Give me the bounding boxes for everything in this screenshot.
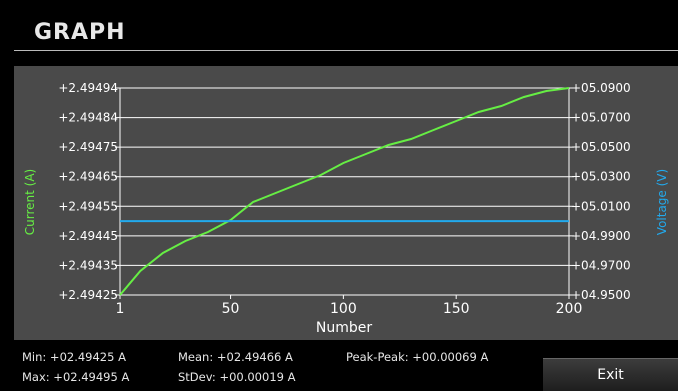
x-tick-label: 50 xyxy=(222,301,240,317)
y-left-tick-label: +2.49445 xyxy=(58,229,118,243)
stat-stdev: StDev: +00.00019 A xyxy=(178,370,296,384)
plot-panel xyxy=(14,66,678,340)
x-tick-label: 200 xyxy=(556,301,583,317)
y-right-tick-label: +04.9500 xyxy=(571,288,631,302)
x-tick-label: 150 xyxy=(443,301,470,317)
y-right-tick-label: +04.9700 xyxy=(571,258,631,272)
y-right-tick-label: +05.0900 xyxy=(571,81,631,95)
stat-mean: Mean: +02.49466 A xyxy=(178,350,293,364)
y-left-tick-label: +2.49475 xyxy=(58,140,118,154)
stat-max: Max: +02.49495 A xyxy=(22,370,130,384)
y-right-tick-label: +05.0500 xyxy=(571,140,631,154)
y-left-tick-label: +2.49484 xyxy=(58,111,118,125)
current-series-line xyxy=(119,87,570,296)
y-right-tick-label: +05.0300 xyxy=(571,170,631,184)
x-tick-label: 1 xyxy=(116,301,125,317)
page-title: GRAPH xyxy=(34,20,126,45)
y-right-tick-label: +04.9900 xyxy=(571,229,631,243)
y-left-tick-label: +2.49465 xyxy=(58,170,118,184)
x-tick-label: 100 xyxy=(330,301,357,317)
stat-peak-peak: Peak-Peak: +00.00069 A xyxy=(346,350,489,364)
exit-button[interactable]: Exit xyxy=(543,358,678,391)
y-axis-right-label: Voltage (V) xyxy=(655,169,669,235)
x-axis-label: Number xyxy=(316,320,372,336)
y-left-tick-label: +2.49435 xyxy=(58,258,118,272)
title-divider xyxy=(14,50,678,51)
y-left-tick-label: +2.49425 xyxy=(58,288,118,302)
y-left-tick-label: +2.49455 xyxy=(58,199,118,213)
y-left-tick-label: +2.49494 xyxy=(58,81,118,95)
y-right-tick-label: +05.0700 xyxy=(571,111,631,125)
stat-min: Min: +02.49425 A xyxy=(22,350,126,364)
graph-chart: +2.49494 +05.0900 +2.49484 +05.0700 +2.49475… xyxy=(23,81,669,336)
y-right-tick-label: +05.0100 xyxy=(571,199,631,213)
y-axis-left-label: Current (A) xyxy=(23,169,37,235)
